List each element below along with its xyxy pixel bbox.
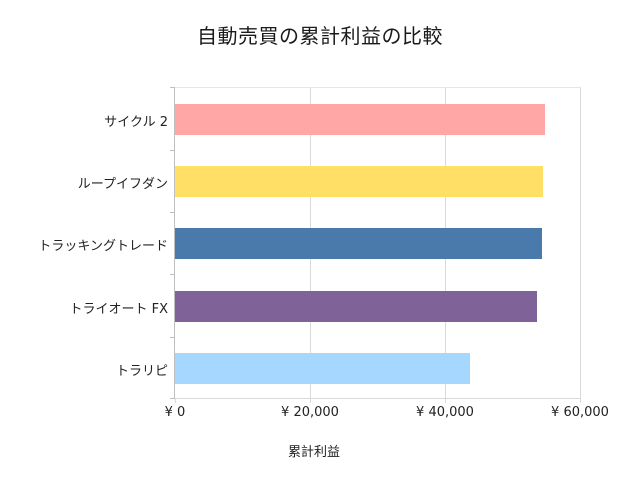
y-tick (170, 274, 175, 275)
y-tick (170, 337, 175, 338)
y-tick (170, 212, 175, 213)
x-tick-label: ¥ 20,000 (281, 405, 339, 420)
x-tick (580, 398, 581, 403)
x-tick (175, 398, 176, 403)
bar (175, 228, 543, 259)
bar (175, 166, 544, 197)
category-label: トラリピ (115, 364, 168, 379)
x-axis-line (175, 398, 581, 399)
bar (175, 353, 471, 384)
x-tick-label: ¥ 0 (164, 405, 186, 420)
y-axis-line (174, 87, 175, 399)
y-tick (170, 398, 175, 399)
x-axis-title: 累計利益 (287, 445, 341, 460)
bar (175, 104, 545, 135)
x-tick (310, 398, 311, 403)
category-label: トラッキングトレード (38, 239, 168, 254)
category-label: トライオート FX (69, 302, 168, 317)
y-tick (170, 87, 175, 88)
category-label: サイクル 2 (104, 115, 168, 130)
category-label: ループイフダン (77, 177, 168, 192)
x-tick-label: ¥ 40,000 (416, 405, 474, 420)
chart-title: 自動売買の累計利益の比較 (197, 24, 443, 48)
bar (175, 291, 537, 322)
y-tick (170, 150, 175, 151)
x-tick (445, 398, 446, 403)
x-tick-label: ¥ 60,000 (551, 405, 609, 420)
